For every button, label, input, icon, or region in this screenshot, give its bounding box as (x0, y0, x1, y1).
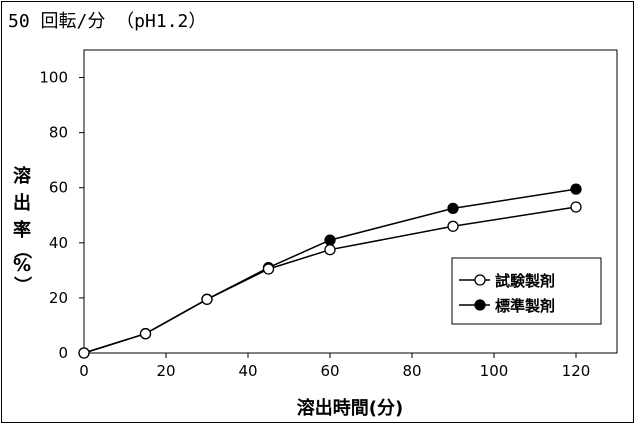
y-axis-label-char: 溶 (13, 165, 31, 187)
x-tick-label: 20 (156, 362, 175, 380)
x-tick-label: 40 (238, 362, 257, 380)
legend-marker (474, 299, 486, 311)
data-point-series-0 (570, 201, 582, 213)
data-point-series-1 (324, 234, 336, 246)
data-point-series-0 (201, 293, 213, 305)
y-tick-label: 60 (49, 179, 68, 197)
y-axis-label-char: 出 (13, 192, 31, 214)
data-point-series-1 (447, 202, 459, 215)
y-tick-label: 0 (58, 344, 68, 362)
series-layer (78, 183, 582, 359)
y-axis-label-char: ） (11, 276, 32, 294)
data-point-series-1 (570, 183, 582, 195)
legend-marker (474, 274, 486, 286)
legend-label: 標準製剤 (495, 297, 555, 315)
y-tick-label: 80 (49, 124, 68, 142)
y-axis-label-char: % (13, 255, 31, 276)
data-point-series-0 (139, 328, 152, 340)
y-tick-label: 40 (49, 234, 68, 252)
y-axis-label: 溶出率（%） (11, 165, 32, 294)
y-axis-ticks: 0 20 40 60 80 100 (39, 69, 84, 362)
data-point-series-0 (324, 244, 336, 256)
data-point-series-0 (78, 347, 90, 359)
x-tick-label: 80 (402, 362, 421, 380)
y-tick-label: 100 (39, 69, 68, 87)
y-tick-label: 20 (49, 289, 68, 307)
x-tick-label: 100 (480, 362, 509, 380)
legend-box (451, 257, 602, 325)
data-point-series-0 (262, 263, 275, 275)
x-axis-ticks: 0 20 40 60 80 100 120 (79, 353, 590, 380)
y-axis-label-char: 率 (13, 219, 31, 241)
x-tick-label: 0 (79, 362, 89, 380)
chart-title: 50 回転/分 （pH1.2） (8, 11, 206, 32)
x-tick-label: 120 (562, 362, 591, 380)
y-axis-label-char: （ (11, 241, 32, 259)
x-axis-label: 溶出時間(分) (297, 397, 403, 419)
legend-label: 試験製剤 (495, 272, 555, 290)
data-point-series-0 (447, 220, 459, 232)
x-tick-label: 60 (320, 362, 339, 380)
